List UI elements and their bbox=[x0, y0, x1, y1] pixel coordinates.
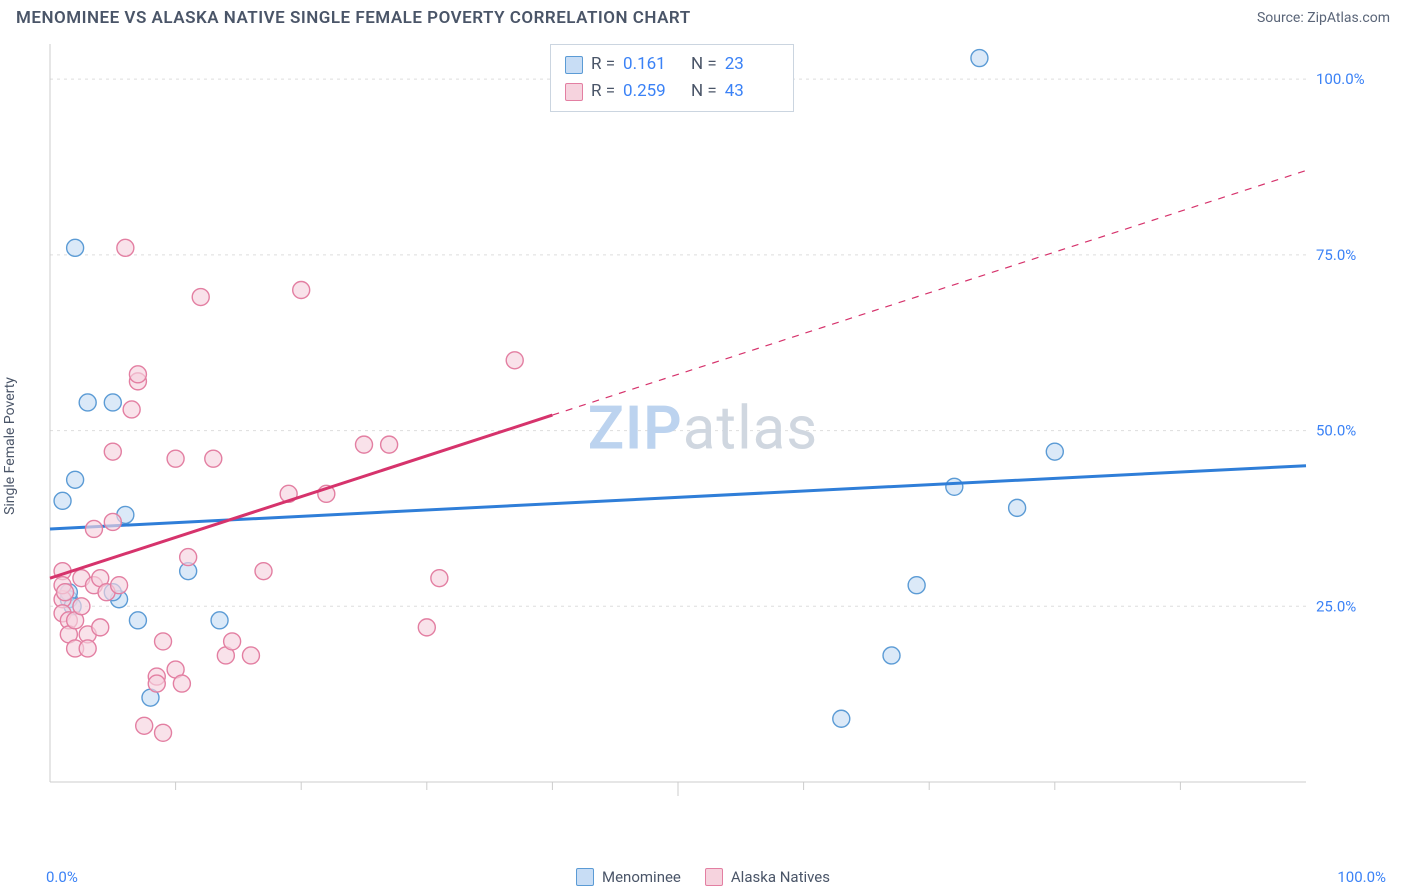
legend-swatch bbox=[576, 868, 594, 886]
series-legend: Menominee Alaska Natives bbox=[0, 862, 1406, 892]
chart-area: 25.0% 50.0% 75.0% 100.0% bbox=[46, 40, 1386, 822]
stats-row: R = 0.161N = 23 bbox=[565, 51, 779, 78]
series-swatch bbox=[565, 83, 583, 101]
stats-row: R = 0.259N = 43 bbox=[565, 78, 779, 105]
scatter-chart: 25.0% 50.0% 75.0% 100.0% bbox=[46, 40, 1386, 822]
legend-label: Alaska Natives bbox=[731, 868, 830, 886]
svg-text:25.0%: 25.0% bbox=[1316, 597, 1356, 615]
legend-item: Alaska Natives bbox=[705, 868, 830, 886]
legend-swatch bbox=[705, 868, 723, 886]
svg-text:75.0%: 75.0% bbox=[1316, 246, 1356, 264]
legend-item: Menominee bbox=[576, 868, 681, 886]
chart-header: MENOMINEE VS ALASKA NATIVE SINGLE FEMALE… bbox=[0, 0, 1406, 32]
legend-label: Menominee bbox=[602, 868, 681, 886]
y-axis-label: Single Female Poverty bbox=[2, 377, 18, 515]
chart-title: MENOMINEE VS ALASKA NATIVE SINGLE FEMALE… bbox=[16, 8, 691, 28]
correlation-stats-box: R = 0.161N = 23R = 0.259N = 43 bbox=[550, 44, 794, 112]
svg-text:100.0%: 100.0% bbox=[1316, 70, 1365, 88]
chart-source: Source: ZipAtlas.com bbox=[1257, 10, 1390, 26]
series-swatch bbox=[565, 56, 583, 74]
svg-text:50.0%: 50.0% bbox=[1316, 422, 1356, 440]
